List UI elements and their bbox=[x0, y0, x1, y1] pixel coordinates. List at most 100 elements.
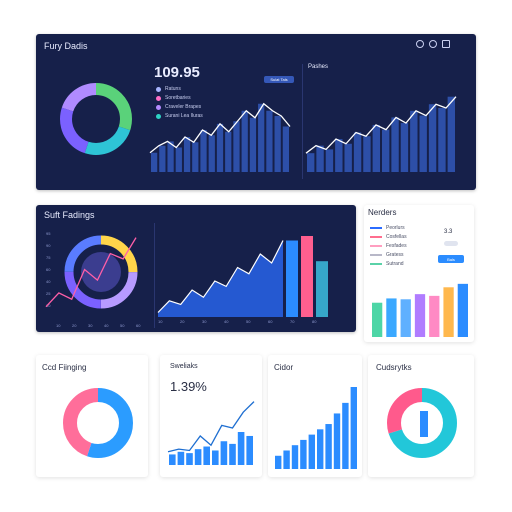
bottom-card-1: Ccd Fiinging bbox=[36, 355, 148, 477]
chart-bar bbox=[194, 449, 202, 465]
chart-bar bbox=[333, 413, 341, 469]
card-title: Sweliaks bbox=[170, 363, 198, 370]
legend-swatch bbox=[156, 104, 161, 110]
bar-line-chart bbox=[167, 401, 255, 465]
y-tick-label: 90 bbox=[46, 243, 51, 248]
card-metric: 1.39% bbox=[170, 379, 207, 394]
chart-bar bbox=[159, 145, 166, 172]
chart-bar bbox=[291, 445, 299, 469]
chart-bar bbox=[192, 142, 199, 172]
legend-item: Peorlurs bbox=[370, 225, 407, 231]
toggle-switch[interactable] bbox=[444, 241, 458, 246]
area-fill bbox=[158, 240, 283, 317]
donut-slice bbox=[64, 235, 138, 309]
chart-bar bbox=[283, 450, 290, 469]
chart-bar bbox=[386, 298, 397, 337]
chart-bar bbox=[208, 135, 215, 172]
donut-slice bbox=[60, 83, 132, 155]
legend-item: Fesfades bbox=[370, 243, 407, 249]
left-bar-line-chart bbox=[149, 102, 291, 172]
chart-bar bbox=[457, 283, 468, 337]
chart-bar bbox=[282, 126, 289, 172]
chart-bar bbox=[274, 116, 281, 172]
chart-bar bbox=[400, 299, 411, 337]
legend-swatch bbox=[156, 113, 161, 119]
legend-swatch bbox=[156, 86, 161, 92]
side-value: 3.3 bbox=[444, 229, 453, 235]
chart-bar bbox=[266, 110, 273, 172]
download-icon[interactable] bbox=[416, 40, 424, 48]
top-dashboard-panel: Fury Dadis 109.95 Ratuns Soretbaries Crave… bbox=[36, 34, 476, 190]
donut-chart bbox=[387, 388, 457, 458]
chart-bar bbox=[414, 294, 426, 337]
chart-line bbox=[167, 401, 255, 453]
x-tick-label: 50 bbox=[120, 323, 125, 328]
x-tick-label: 50 bbox=[246, 319, 251, 324]
x-tick-label: 60 bbox=[268, 319, 273, 324]
legend-label: Surani Lea Iluras bbox=[165, 113, 203, 119]
legend-label: Fesfades bbox=[386, 243, 407, 249]
chart-bar bbox=[308, 434, 315, 469]
chart-bar bbox=[372, 302, 383, 337]
chart-bar bbox=[241, 110, 248, 172]
donut-slice bbox=[60, 83, 132, 155]
legend-item: Surani Lea Iluras bbox=[156, 113, 203, 119]
panel-title: Suft Fadings bbox=[44, 210, 95, 220]
donut-slice bbox=[64, 235, 138, 309]
chart-bar bbox=[186, 453, 193, 465]
x-tick-label: 40 bbox=[224, 319, 229, 324]
bottom-card-2: Sweliaks 1.39% bbox=[160, 355, 262, 477]
card-title: Ccd Fiinging bbox=[42, 363, 87, 372]
bals-button[interactable]: Bals bbox=[438, 255, 464, 263]
chart-bar bbox=[229, 443, 236, 465]
sulat-tals-button[interactable]: Sulat Tals bbox=[264, 76, 294, 83]
legend-item: Sutrand bbox=[370, 261, 407, 267]
card-title: Nerders bbox=[368, 208, 397, 217]
chart-bar bbox=[410, 110, 418, 172]
panel-title: Fury Dadis bbox=[44, 41, 88, 51]
chart-bar bbox=[177, 451, 185, 465]
legend-label: Sutrand bbox=[386, 261, 404, 267]
right-bar-line-chart bbox=[305, 96, 457, 172]
chart-bar bbox=[237, 432, 245, 465]
top-legend: Ratuns Soretbaries Craveler Brapes Surani L… bbox=[156, 86, 203, 119]
donut-slice bbox=[64, 235, 138, 309]
legend-swatch bbox=[156, 95, 161, 101]
chart-bar bbox=[275, 455, 282, 469]
x-tick-label: 80 bbox=[312, 319, 317, 324]
chart-bar bbox=[335, 139, 343, 172]
x-tick-label: 70 bbox=[290, 319, 295, 324]
chart-bar bbox=[363, 136, 371, 172]
chart-bar bbox=[203, 446, 210, 465]
chart-bar bbox=[167, 141, 174, 172]
legend-item: Craveler Brapes bbox=[156, 104, 203, 110]
chart-bar bbox=[428, 104, 437, 172]
chart-bar bbox=[344, 143, 352, 172]
y-tick-label: 95 bbox=[46, 231, 51, 236]
x-tick-label: 60 bbox=[136, 323, 141, 328]
menu-icon[interactable] bbox=[442, 40, 450, 48]
x-tick-label: 10 bbox=[56, 323, 61, 328]
chart-label: Pashes bbox=[308, 64, 329, 70]
chart-bar bbox=[220, 441, 228, 465]
chart-bar bbox=[342, 402, 349, 469]
legend-label: Cosfellas bbox=[386, 234, 407, 240]
legend-label: Gratess bbox=[386, 252, 404, 258]
chart-bar bbox=[151, 152, 158, 172]
bottom-card-3: Cidor bbox=[268, 355, 362, 477]
legend-item: Gratess bbox=[370, 252, 407, 258]
chart-bar bbox=[249, 117, 257, 172]
legend-item: Cosfellas bbox=[370, 234, 407, 240]
chart-bar bbox=[307, 153, 315, 172]
bottom-card-4: Cudsrytks bbox=[368, 355, 474, 477]
chart-bar bbox=[400, 123, 409, 172]
info-icon[interactable] bbox=[429, 40, 437, 48]
radial-donut-chart: 95 90 75 60 40 25 10 10 20 30 40 50 60 bbox=[45, 231, 141, 328]
donut-chart bbox=[63, 388, 133, 458]
legend-swatch bbox=[370, 245, 382, 247]
legend-swatch bbox=[370, 254, 382, 256]
chart-bar bbox=[391, 117, 399, 172]
tall-bar bbox=[286, 240, 298, 317]
chart-bar bbox=[225, 131, 232, 172]
side-bar-chart bbox=[372, 283, 468, 337]
